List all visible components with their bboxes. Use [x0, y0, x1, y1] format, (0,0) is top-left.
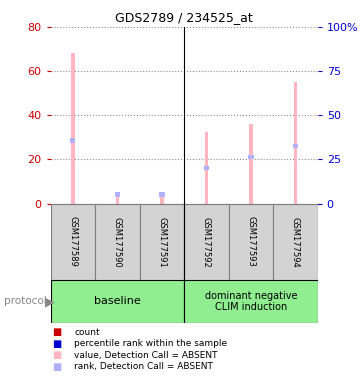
- Text: dominant negative
CLIM induction: dominant negative CLIM induction: [205, 291, 297, 312]
- Bar: [204, 166, 209, 170]
- Bar: [71, 53, 75, 204]
- Title: GDS2789 / 234525_at: GDS2789 / 234525_at: [115, 11, 253, 24]
- Bar: [95, 204, 140, 280]
- Text: GSM177593: GSM177593: [247, 217, 255, 267]
- Text: GSM177590: GSM177590: [113, 217, 122, 267]
- Bar: [115, 192, 120, 197]
- Bar: [249, 124, 253, 204]
- Text: baseline: baseline: [94, 296, 141, 306]
- Bar: [184, 280, 318, 323]
- Text: rank, Detection Call = ABSENT: rank, Detection Call = ABSENT: [74, 362, 213, 371]
- Text: GSM177594: GSM177594: [291, 217, 300, 267]
- Text: ■: ■: [52, 362, 62, 372]
- Text: percentile rank within the sample: percentile rank within the sample: [74, 339, 227, 348]
- Text: protocol: protocol: [4, 296, 46, 306]
- Bar: [159, 192, 165, 197]
- Bar: [160, 196, 164, 204]
- Bar: [293, 144, 298, 148]
- Bar: [51, 280, 184, 323]
- Text: GSM177592: GSM177592: [202, 217, 211, 267]
- Bar: [140, 204, 184, 280]
- Text: ▶: ▶: [45, 295, 55, 308]
- Text: ■: ■: [52, 339, 62, 349]
- Bar: [248, 155, 253, 159]
- Text: value, Detection Call = ABSENT: value, Detection Call = ABSENT: [74, 351, 218, 360]
- Bar: [205, 132, 208, 204]
- Text: ■: ■: [52, 350, 62, 360]
- Text: GSM177589: GSM177589: [68, 217, 77, 267]
- Text: ■: ■: [52, 327, 62, 337]
- Bar: [116, 194, 119, 204]
- Text: count: count: [74, 328, 100, 337]
- Bar: [70, 138, 75, 143]
- Bar: [51, 204, 95, 280]
- Bar: [293, 82, 297, 204]
- Bar: [229, 204, 273, 280]
- Text: GSM177591: GSM177591: [157, 217, 166, 267]
- Bar: [184, 204, 229, 280]
- Bar: [273, 204, 318, 280]
